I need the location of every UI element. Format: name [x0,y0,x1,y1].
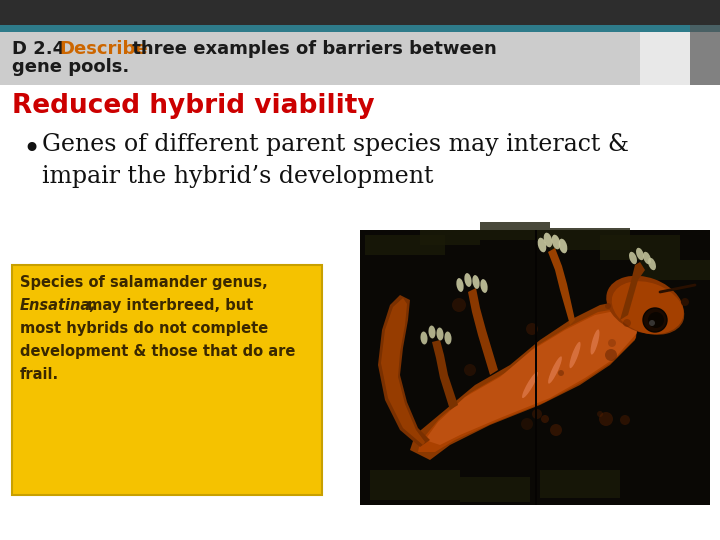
Ellipse shape [636,248,644,260]
FancyBboxPatch shape [0,32,640,85]
Text: frail.: frail. [20,367,59,382]
FancyBboxPatch shape [370,470,460,500]
Text: Ensatina,: Ensatina, [20,298,96,313]
Circle shape [681,298,689,306]
Ellipse shape [436,328,444,341]
FancyBboxPatch shape [535,230,537,505]
Ellipse shape [559,239,567,253]
Ellipse shape [629,252,637,264]
Circle shape [532,409,542,419]
Text: •: • [22,135,40,166]
Ellipse shape [648,258,656,270]
Circle shape [464,364,476,376]
FancyBboxPatch shape [0,85,720,540]
Ellipse shape [428,326,436,339]
Text: may interbreed, but: may interbreed, but [82,298,253,313]
Ellipse shape [480,279,487,293]
Circle shape [541,415,549,423]
Circle shape [550,424,562,436]
FancyBboxPatch shape [360,230,710,505]
Text: development & those that do are: development & those that do are [20,344,295,359]
FancyBboxPatch shape [690,25,720,100]
Circle shape [599,412,613,426]
Circle shape [605,349,617,361]
FancyBboxPatch shape [480,222,550,240]
Polygon shape [468,288,498,375]
Text: Reduced hybrid viability: Reduced hybrid viability [12,93,374,119]
Polygon shape [548,248,575,325]
Ellipse shape [548,356,562,383]
Circle shape [643,308,667,332]
FancyBboxPatch shape [550,228,630,250]
Polygon shape [381,298,425,445]
Text: impair the hybrid’s development: impair the hybrid’s development [42,165,433,188]
Ellipse shape [544,233,552,247]
Text: Species of salamander genus,: Species of salamander genus, [20,275,268,290]
Ellipse shape [464,273,472,287]
Ellipse shape [456,278,464,292]
FancyBboxPatch shape [0,0,720,25]
Circle shape [620,415,630,425]
FancyBboxPatch shape [640,260,710,280]
Text: D 2.4: D 2.4 [12,40,71,58]
Text: gene pools.: gene pools. [12,58,130,76]
Ellipse shape [570,342,580,368]
Circle shape [558,370,564,376]
Ellipse shape [472,275,480,289]
Polygon shape [378,295,430,447]
Circle shape [597,411,603,417]
Circle shape [605,303,611,309]
FancyBboxPatch shape [460,477,530,502]
Polygon shape [410,300,640,460]
Circle shape [623,319,631,327]
FancyBboxPatch shape [600,235,680,260]
FancyBboxPatch shape [365,235,445,255]
Text: three examples of barriers between: three examples of barriers between [126,40,497,58]
FancyBboxPatch shape [540,470,620,498]
Polygon shape [418,308,638,452]
Text: Genes of different parent species may interact &: Genes of different parent species may in… [42,133,629,156]
Polygon shape [432,340,458,410]
Circle shape [526,323,538,335]
Text: most hybrids do not complete: most hybrids do not complete [20,321,269,336]
Circle shape [649,320,655,326]
Text: Describe: Describe [59,40,148,58]
Ellipse shape [643,252,651,264]
Circle shape [648,312,664,328]
Circle shape [452,298,466,312]
Polygon shape [425,310,637,445]
Ellipse shape [612,281,684,335]
Ellipse shape [420,332,428,345]
Ellipse shape [590,329,600,355]
FancyBboxPatch shape [12,265,322,495]
Ellipse shape [522,372,538,398]
Circle shape [521,418,533,430]
Ellipse shape [552,235,560,249]
FancyBboxPatch shape [0,25,720,32]
Ellipse shape [606,276,684,334]
Polygon shape [620,262,645,320]
Ellipse shape [444,332,451,345]
Ellipse shape [538,238,546,252]
FancyBboxPatch shape [420,230,480,245]
Circle shape [608,339,616,347]
